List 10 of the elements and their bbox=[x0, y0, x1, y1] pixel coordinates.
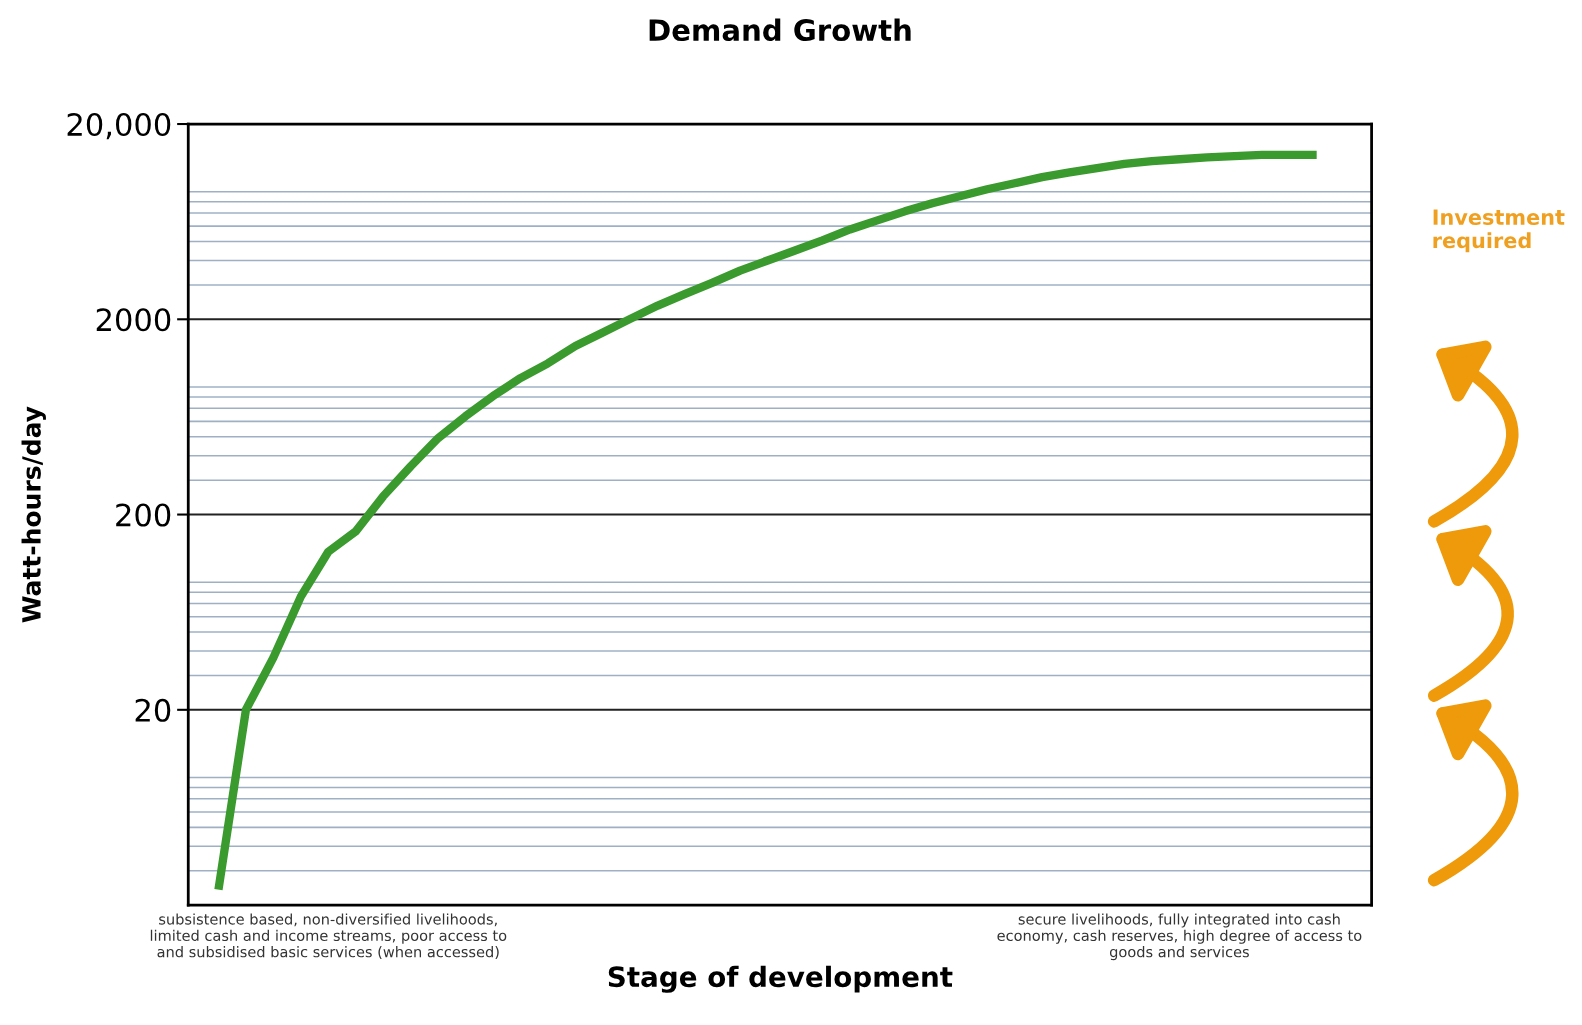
y-tick-label: 200 bbox=[116, 503, 171, 527]
x-tick-label: subsistence based, non-diversified livelihoods, limited cash and income streams, poor access to and subsidised basic services (when accessed) bbox=[150, 913, 507, 960]
x-tick-label: secure livelihoods, fully integrated into cash economy, cash reserves, high degree of access to goods and services bbox=[997, 913, 1362, 961]
text: Investment required bbox=[1433, 209, 1565, 253]
y-tick-label: 20,000 bbox=[67, 112, 171, 140]
y-tick-label: 20 bbox=[135, 698, 171, 722]
chart-title: Demand Growth bbox=[649, 18, 911, 42]
x-axis-title: Stage of development bbox=[608, 965, 953, 993]
y-axis-title: Watt-hours/day bbox=[21, 406, 46, 623]
y-tick-label: 2000 bbox=[96, 308, 171, 332]
